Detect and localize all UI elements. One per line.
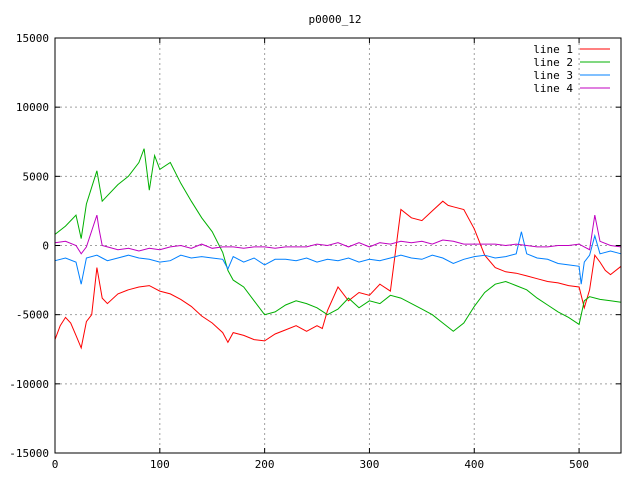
legend-label-3: line 3 [533, 69, 573, 82]
legend-label-2: line 2 [533, 56, 573, 69]
chart-title: p0000_12 [309, 13, 362, 26]
series-line-2 [54, 148, 622, 332]
x-tick-label: 100 [150, 458, 170, 471]
axis-ticks: 0 100 200 300 400 500 -15000 -10000 -5000 0 5000 10… [9, 32, 621, 471]
x-tick-label: 400 [464, 458, 484, 471]
y-tick-label: -10000 [9, 378, 49, 391]
x-tick-label: 500 [569, 458, 589, 471]
grid [55, 38, 621, 453]
x-tick-label: 300 [360, 458, 380, 471]
series-line-4 [54, 214, 622, 255]
series-line-1 [54, 200, 622, 350]
legend-label-4: line 4 [533, 82, 573, 95]
y-tick-label: 0 [42, 240, 49, 253]
y-tick-label: 15000 [16, 32, 49, 45]
y-tick-label: -5000 [16, 309, 49, 322]
series-line-3 [54, 231, 622, 285]
y-tick-label: 5000 [23, 170, 50, 183]
y-tick-label: -15000 [9, 447, 49, 460]
x-tick-label: 0 [52, 458, 59, 471]
series-group [54, 148, 622, 350]
legend-label-1: line 1 [533, 43, 573, 56]
y-tick-label: 10000 [16, 101, 49, 114]
x-tick-label: 200 [255, 458, 275, 471]
